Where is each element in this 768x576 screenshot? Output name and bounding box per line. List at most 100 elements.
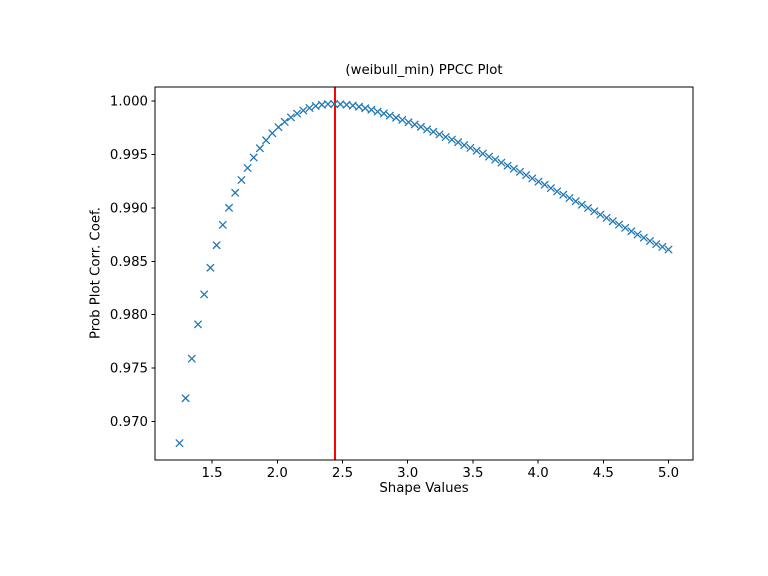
x-marker (361, 104, 370, 113)
x-marker (423, 125, 432, 134)
x-marker (447, 135, 456, 144)
x-marker (218, 220, 227, 229)
x-marker (317, 100, 326, 109)
x-marker (305, 104, 314, 112)
x-marker (577, 200, 586, 209)
x-marker (516, 167, 524, 176)
x-marker (348, 101, 357, 110)
x-marker (540, 180, 549, 189)
x-marker (534, 177, 543, 186)
x-marker (194, 320, 202, 329)
x-marker (429, 127, 438, 136)
y-tick-label: 1.000 (110, 94, 148, 109)
x-marker (373, 107, 382, 116)
x-tick-label: 5.0 (658, 466, 679, 481)
x-marker (584, 204, 593, 212)
y-tick-label: 0.990 (110, 201, 148, 216)
data-points (175, 100, 673, 448)
y-tick-label: 0.980 (110, 308, 148, 323)
x-marker (664, 245, 673, 254)
x-marker (225, 203, 233, 212)
x-tick-label: 2.5 (332, 466, 353, 481)
x-marker (454, 138, 463, 147)
x-marker (571, 197, 580, 206)
y-tick-label: 0.970 (110, 415, 148, 430)
x-marker (460, 141, 469, 150)
x-tick-label: 2.0 (267, 466, 288, 481)
x-marker (441, 133, 450, 141)
x-marker (255, 144, 264, 153)
axes-spines (154, 86, 694, 461)
x-marker (491, 155, 500, 164)
x-tick-label: 1.5 (201, 466, 222, 481)
x-marker (485, 152, 493, 161)
x-marker (299, 106, 308, 115)
x-marker (175, 439, 184, 448)
x-marker (324, 100, 332, 109)
x-tick-label: 3.0 (397, 466, 418, 481)
x-marker (466, 143, 475, 152)
x-marker (181, 394, 190, 403)
x-marker (652, 240, 661, 249)
x-marker (249, 153, 258, 162)
x-marker (243, 164, 252, 172)
x-marker (262, 136, 271, 145)
x-marker (522, 171, 531, 180)
x-marker (546, 184, 555, 193)
x-marker (187, 354, 196, 363)
chart-title: (weibull_min) PPCC Plot (345, 63, 503, 78)
x-marker (212, 241, 221, 250)
x-marker (231, 188, 240, 197)
x-marker (342, 100, 351, 109)
x-tick-label: 3.5 (462, 466, 483, 481)
x-marker (311, 102, 320, 110)
x-marker (528, 174, 537, 183)
x-marker (553, 187, 562, 196)
x-marker (590, 207, 599, 216)
y-axis-label: Prob Plot Corr. Coef. (88, 207, 104, 339)
x-marker (602, 213, 611, 222)
x-marker (416, 122, 425, 131)
x-marker (379, 109, 388, 118)
x-marker (503, 161, 512, 170)
x-tick-label: 4.0 (528, 466, 549, 481)
x-marker (608, 217, 617, 226)
x-marker (237, 176, 246, 184)
x-marker (268, 129, 277, 138)
x-marker (565, 194, 574, 202)
x-marker (410, 120, 419, 129)
x-marker (330, 100, 339, 108)
x-marker (509, 164, 518, 173)
x-marker (274, 123, 283, 132)
x-marker (367, 105, 376, 114)
x-marker (206, 263, 215, 272)
x-marker (286, 113, 295, 122)
x-tick-label: 4.5 (593, 466, 614, 481)
x-marker (355, 102, 363, 111)
y-tick-label: 0.985 (110, 255, 148, 270)
x-marker (596, 210, 605, 219)
x-marker (633, 230, 642, 239)
x-marker (392, 113, 401, 122)
x-marker (497, 158, 506, 167)
x-marker (615, 220, 623, 229)
x-marker (293, 109, 302, 118)
x-marker (398, 115, 407, 124)
x-marker (639, 233, 648, 242)
x-marker (621, 223, 630, 232)
x-marker (280, 117, 289, 126)
x-marker (658, 242, 667, 251)
x-marker (200, 290, 209, 299)
x-marker (336, 100, 345, 109)
x-marker (646, 237, 654, 245)
x-marker (478, 149, 487, 158)
x-marker (472, 146, 481, 155)
y-tick-label: 0.995 (110, 148, 148, 163)
x-axis-label: Shape Values (379, 481, 469, 496)
x-marker (435, 130, 444, 139)
x-marker (627, 227, 636, 236)
x-marker (385, 111, 394, 120)
y-tick-label: 0.975 (110, 362, 148, 377)
